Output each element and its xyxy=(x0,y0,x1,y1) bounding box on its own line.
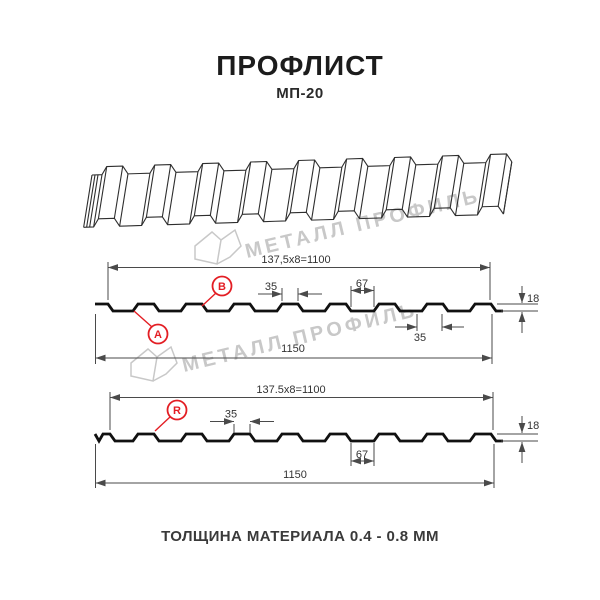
crest-width-label: 35 xyxy=(265,281,277,293)
dim-lap-35 xyxy=(395,314,464,331)
dim-valley-67 xyxy=(350,286,375,307)
leader-line xyxy=(154,416,171,432)
valley-width-label: 67 xyxy=(356,278,368,290)
marker-circle xyxy=(166,399,188,421)
sheet-left-hatch xyxy=(89,174,99,228)
marker-a-badge: A xyxy=(133,310,169,345)
dim-pitch-bottom xyxy=(109,392,494,430)
cross-section-side-ab: 137,5x8=1100 35 67 18 xyxy=(95,254,539,364)
dim-valley-67-bottom xyxy=(350,443,375,466)
leader-line xyxy=(133,310,153,328)
leader-line xyxy=(201,292,217,307)
profile-outline-top xyxy=(95,302,503,313)
marker-r-badge: R xyxy=(154,399,188,432)
dim-height-18-bottom xyxy=(497,416,538,463)
pitch-dimension-label: 137.5x8=1100 xyxy=(256,384,325,396)
dim-crest-35-bottom xyxy=(210,418,274,433)
lap-width-label: 35 xyxy=(414,332,426,344)
page-title: ПРОФЛИСТ xyxy=(216,50,384,81)
dim-crest-35 xyxy=(258,288,322,301)
marker-r-letter: R xyxy=(173,405,181,417)
marker-b-badge: B xyxy=(201,275,233,307)
marker-b-letter: B xyxy=(218,281,226,293)
dim-pitch-top xyxy=(107,262,491,300)
watermark-upper: МЕТАЛЛ ПРОФИЛЬ xyxy=(194,185,483,265)
profile-height-label: 18 xyxy=(527,420,539,432)
dim-height-18 xyxy=(497,286,538,333)
sheet-left-hatch xyxy=(86,174,96,228)
dim-total-1150-bottom xyxy=(95,444,495,488)
sheet-top-edge xyxy=(91,153,513,176)
cross-section-side-r: 137.5x8=1100 35 67 18 xyxy=(93,384,539,488)
dim-total-1150-top xyxy=(95,314,493,364)
marker-circle xyxy=(211,275,233,297)
marker-circle xyxy=(147,323,169,345)
metall-profil-logo-watermark xyxy=(194,229,242,265)
profile-height-label: 18 xyxy=(527,293,539,305)
profile-outline-bottom xyxy=(93,432,503,444)
corrugated-sheet-3d-view xyxy=(82,153,514,228)
marker-a-letter: A xyxy=(154,329,162,341)
valley-width-label: 67 xyxy=(356,449,368,461)
pitch-dimension-label: 137,5x8=1100 xyxy=(261,254,330,266)
crest-width-label: 35 xyxy=(225,409,237,421)
metall-profil-logo-watermark xyxy=(130,346,178,382)
total-width-label: 1150 xyxy=(283,469,307,481)
total-width-label: 1150 xyxy=(281,343,305,355)
sheet-left-cut-edge xyxy=(83,174,93,228)
material-thickness-note: ТОЛЩИНА МАТЕРИАЛА 0.4 - 0.8 ММ xyxy=(161,528,439,545)
sheet-right-cut-edge xyxy=(502,161,513,215)
profile-model-subtitle: МП-20 xyxy=(276,85,324,102)
